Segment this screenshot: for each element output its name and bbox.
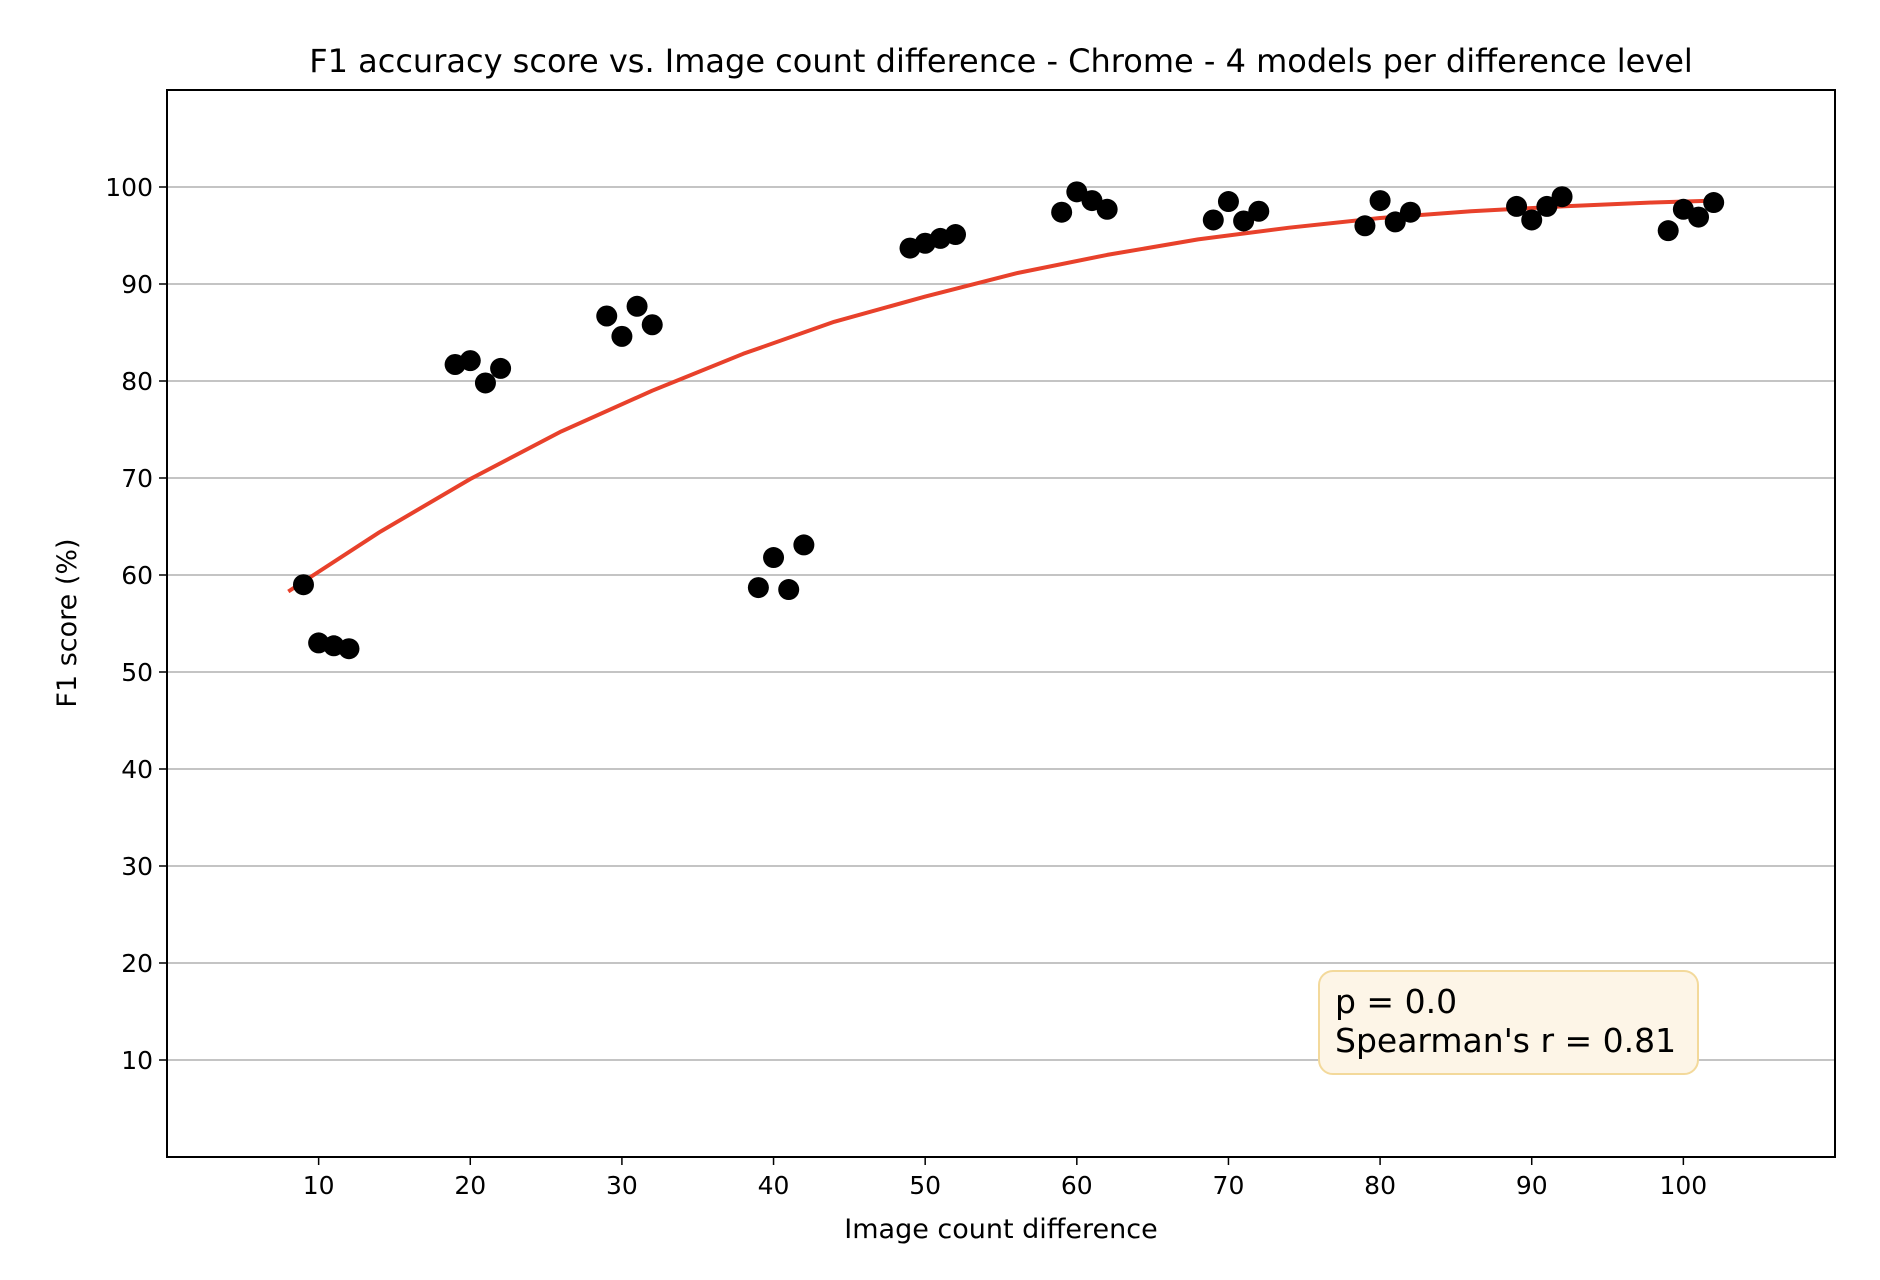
y-tick-label: 10: [121, 1046, 153, 1075]
data-point: [1657, 220, 1679, 242]
data-point: [763, 547, 785, 569]
data-point: [1354, 215, 1376, 237]
x-tick-label: 50: [909, 1171, 941, 1200]
data-point: [778, 579, 800, 601]
x-tick-label: 60: [1061, 1171, 1093, 1200]
data-point: [1066, 181, 1088, 203]
x-tick-label: 70: [1213, 1171, 1245, 1200]
data-point: [596, 305, 618, 327]
data-point: [1399, 201, 1421, 223]
x-tick-label: 30: [606, 1171, 638, 1200]
data-point: [1521, 209, 1543, 231]
data-point: [1384, 211, 1406, 233]
y-tick-label: 70: [121, 464, 153, 493]
data-point: [747, 577, 769, 599]
y-tick-label: 80: [121, 367, 153, 396]
plot-frame: [166, 89, 1836, 1158]
x-axis-label: Image count difference: [844, 1214, 1157, 1245]
data-point: [611, 325, 633, 347]
data-point: [641, 314, 663, 336]
data-point: [945, 224, 967, 246]
data-point: [338, 638, 360, 660]
y-tick-label: 40: [121, 755, 153, 784]
grid-lines: [167, 186, 1835, 1061]
y-tick-label: 30: [121, 852, 153, 881]
y-axis-label: F1 score (%): [52, 538, 83, 707]
data-point: [1051, 201, 1073, 223]
stats-annotation-box: [1318, 970, 1699, 1075]
data-point: [1217, 191, 1239, 213]
y-tick-label: 90: [121, 270, 153, 299]
data-point: [490, 357, 512, 379]
x-tick-label: 100: [1660, 1171, 1708, 1200]
fit-curve-group: [287, 198, 1714, 594]
stat-p-value: p = 0.0: [1335, 982, 1457, 1021]
data-point: [474, 372, 496, 394]
data-point: [1369, 190, 1391, 212]
data-point: [1081, 190, 1103, 212]
data-point: [1202, 209, 1224, 231]
x-tick-label: 80: [1364, 1171, 1396, 1200]
y-tick-label: 20: [121, 949, 153, 978]
stat-spearman-r: Spearman's r = 0.81: [1335, 1021, 1676, 1060]
data-point: [793, 534, 815, 556]
x-axis-ticks: 10 20 30 40 50 60 70 80 90 100: [303, 1157, 1707, 1200]
data-point: [1551, 186, 1573, 208]
x-tick-label: 90: [1516, 1171, 1548, 1200]
x-tick-label: 20: [454, 1171, 486, 1200]
data-point: [1688, 206, 1710, 228]
data-point: [459, 350, 481, 372]
y-tick-label: 60: [121, 561, 153, 590]
x-tick-label: 10: [303, 1171, 335, 1200]
data-point: [1233, 210, 1255, 232]
y-tick-label: 50: [121, 658, 153, 687]
data-point: [1096, 198, 1118, 220]
stats-annotation: p = 0.0 Spearman's r = 0.81: [1318, 970, 1699, 1075]
x-tick-label: 40: [758, 1171, 790, 1200]
data-point: [1248, 200, 1270, 222]
data-point: [626, 295, 648, 317]
data-point: [1703, 192, 1725, 214]
fit-curve: [287, 198, 1714, 594]
data-point: [292, 574, 314, 596]
data-point: [1506, 195, 1528, 217]
data-point: [1536, 195, 1558, 217]
chart-title: F1 accuracy score vs. Image count differ…: [309, 42, 1693, 80]
y-tick-label: 100: [105, 173, 153, 202]
scatter-points: [292, 181, 1725, 660]
y-axis-ticks: 10 20 30 40 50 60 70 80 90 100: [105, 173, 167, 1075]
